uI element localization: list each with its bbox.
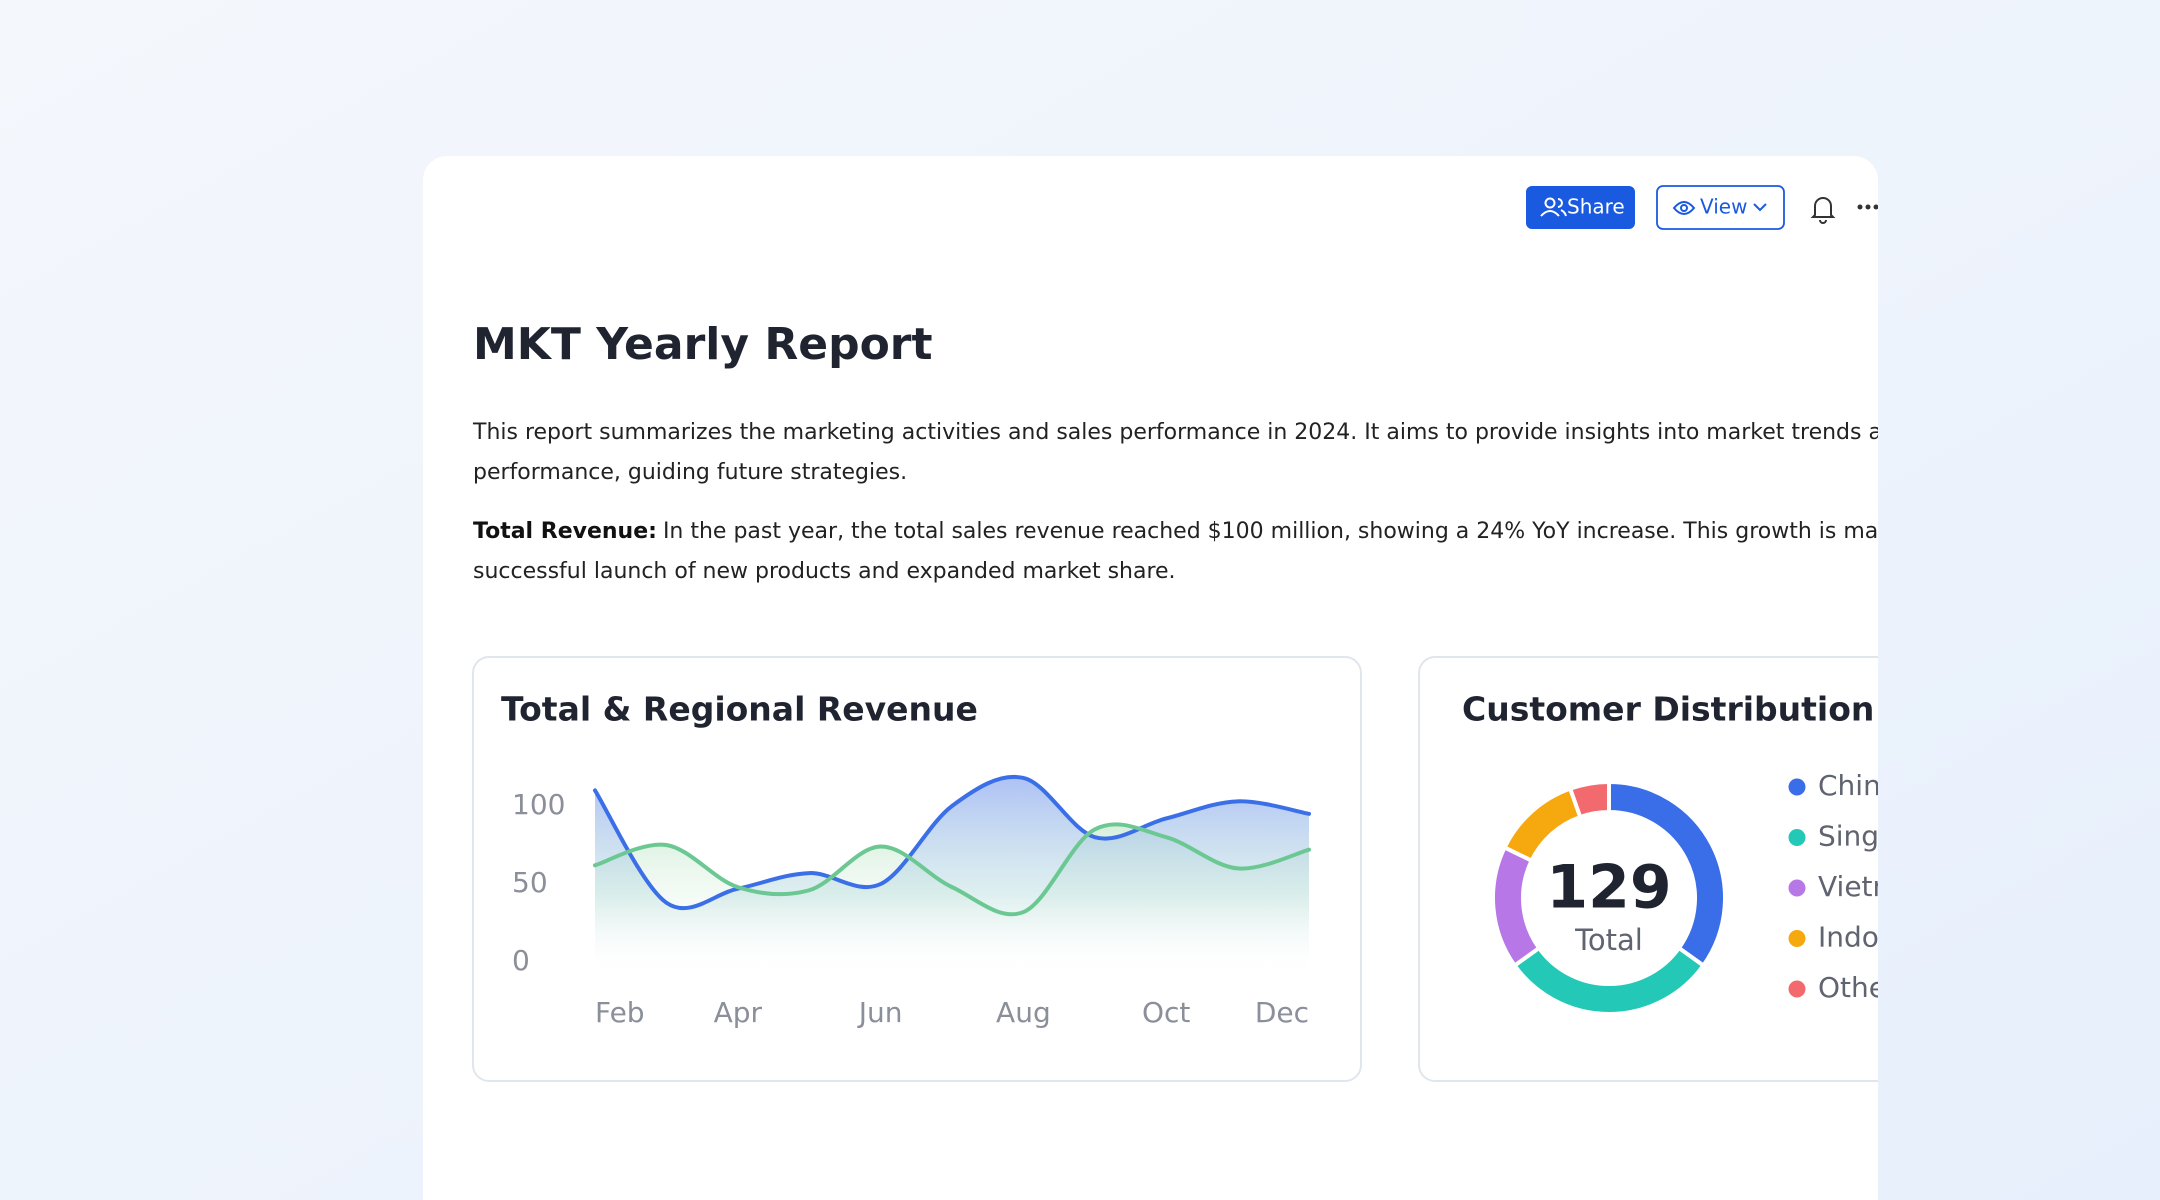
line: [593, 774, 1311, 911]
intro-line: performance, guiding future strategies.: [473, 460, 907, 485]
revenue-line: successful launch of new products and ex…: [473, 559, 1176, 584]
plots: 0 50 100 Feb Apr Jun Aug Oct Dec China Singapore Vi…: [512, 769, 1959, 1029]
y-tick-label: 50: [512, 866, 548, 899]
line: [593, 822, 1311, 917]
donut-segment: [1567, 779, 1611, 820]
x-tick-label: Aug: [996, 996, 1051, 1029]
legend-swatch: [1788, 879, 1806, 897]
notification-bell[interactable]: [1810, 197, 1836, 224]
view-label: View: [1700, 195, 1747, 219]
chart-title: Total & Regional Revenue: [501, 690, 978, 729]
legend-label: Singapore: [1818, 820, 1959, 853]
x-tick-label: Jun: [857, 996, 903, 1029]
revenue-label: Total Revenue:: [473, 519, 657, 544]
report-card: Share View MKT Yearly Report This report…: [423, 156, 2034, 1200]
chart-title: Customer Distribution: [1462, 690, 1874, 729]
view-button[interactable]: [1656, 185, 1785, 230]
x-tick-label: Oct: [1142, 996, 1190, 1029]
legend-swatch: [1788, 930, 1806, 947]
legend-swatch: [1788, 829, 1806, 846]
y-tick-label: 100: [512, 788, 565, 821]
x-tick-label: Feb: [595, 996, 645, 1029]
area: [595, 776, 1309, 975]
view-icon: [1672, 201, 1696, 215]
legend-swatch: [1788, 980, 1806, 998]
view-chevron: [1753, 203, 1767, 212]
share-icon: [1540, 197, 1567, 217]
donut-total: 129: [1546, 853, 1671, 923]
report-title: MKT Yearly Report: [473, 319, 933, 370]
x-tick-label: Apr: [714, 996, 763, 1029]
revenue-line: In the past year, the total sales revenu…: [663, 519, 2034, 544]
legend-label: Vietnam: [1818, 870, 1935, 903]
share-button[interactable]: [1526, 186, 1635, 229]
donut-caption: Total: [1574, 923, 1643, 957]
intro-line: This report summarizes the marketing act…: [472, 420, 2007, 445]
more-menu[interactable]: [1857, 204, 1879, 210]
legend-label: Indonesia: [1818, 921, 1953, 954]
y-tick-label: 0: [512, 944, 530, 977]
legend-label: Others: [1818, 971, 1912, 1004]
x-tick-label: Dec: [1255, 996, 1309, 1029]
share-label: Share: [1567, 195, 1625, 219]
legend-label: China: [1818, 769, 1898, 802]
legend-swatch: [1788, 778, 1806, 796]
